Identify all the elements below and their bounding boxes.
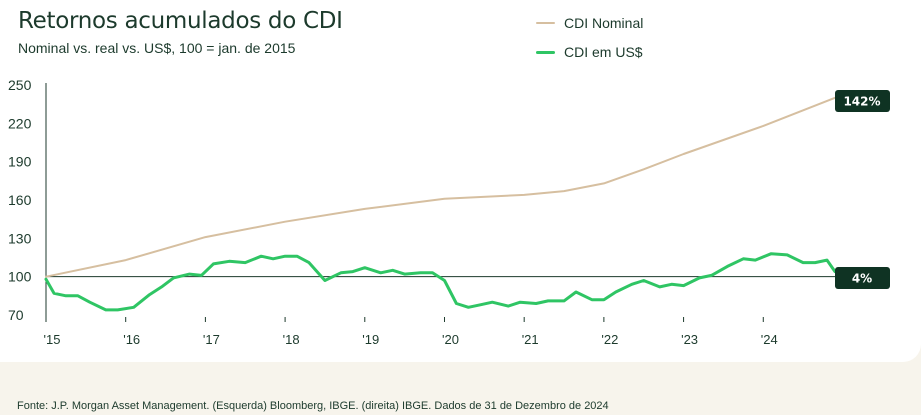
y-tick-label: 130: [8, 230, 32, 246]
x-tick-label: '24: [761, 332, 778, 347]
x-tick-label: '15: [44, 332, 61, 347]
x-tick-label: '16: [123, 332, 140, 347]
series-line-cdi-usd: [44, 252, 837, 312]
legend-label-cdi-usd: CDI em US$: [564, 44, 643, 60]
end-label-badge-cdi-usd: [835, 267, 890, 289]
x-tick-label: '20: [442, 332, 459, 347]
y-tick-label: 70: [8, 307, 24, 323]
chart-card: Retornos acumulados do CDI Nominal vs. r…: [0, 0, 921, 362]
end-label-cdi-nominal: 142%: [843, 95, 880, 109]
x-tick-label: '17: [203, 332, 220, 347]
legend-label-cdi-nominal: CDI Nominal: [564, 15, 644, 31]
chart-subtitle: Nominal vs. real vs. US$, 100 = jan. de …: [18, 40, 296, 56]
legend-swatch-cdi-nominal: [536, 22, 555, 24]
x-tick-label: '18: [283, 332, 300, 347]
end-label-badge-cdi-nominal: [835, 90, 890, 112]
x-tick-label: '19: [362, 332, 379, 347]
x-tick-label: '22: [601, 332, 618, 347]
line-chart: 250 220 190 160 130 100 70 '15 '16 '17 '18 '19 '20 '2…: [8, 77, 890, 347]
x-tick-label: '23: [681, 332, 698, 347]
y-tick-label: 220: [8, 115, 32, 131]
legend-swatch-cdi-usd: [536, 50, 555, 54]
chart-title: Retornos acumulados do CDI: [18, 8, 343, 34]
y-tick-label: 250: [8, 77, 32, 93]
end-label-cdi-usd: 4%: [852, 272, 872, 286]
y-tick-label: 100: [8, 269, 32, 285]
legend-item-cdi-nominal: CDI Nominal: [536, 15, 643, 31]
source-note: Fonte: J.P. Morgan Asset Management. (Es…: [17, 400, 609, 412]
y-tick-label: 160: [8, 192, 32, 208]
y-tick-label: 190: [8, 154, 32, 170]
x-tick-label: '21: [522, 332, 539, 347]
series-line-cdi-nominal: [45, 96, 836, 278]
legend-item-cdi-usd: CDI em US$: [536, 44, 643, 60]
